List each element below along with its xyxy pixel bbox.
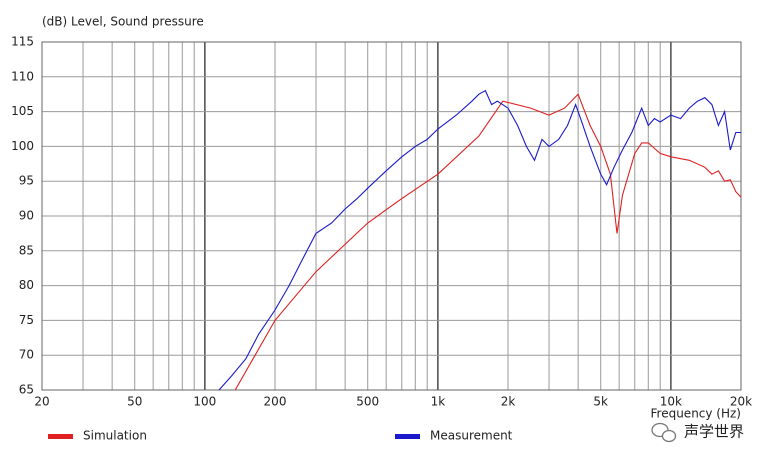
y-tick-label: 100 (11, 139, 34, 153)
y-tick-label: 70 (19, 348, 34, 362)
y-tick-label: 75 (19, 313, 34, 327)
x-tick-label: 20 (34, 395, 49, 409)
x-tick-label: 10k (660, 395, 682, 409)
x-tick-label: 2k (501, 395, 516, 409)
y-tick-label: 105 (11, 104, 34, 118)
y-tick-label: 85 (19, 243, 34, 257)
y-tick-label: 65 (19, 383, 34, 397)
x-tick-label: 20k (730, 395, 752, 409)
legend-label: Measurement (430, 429, 513, 443)
y-tick-label: 115 (11, 35, 34, 49)
data-line (218, 89, 741, 391)
y-tick-label: 80 (19, 278, 34, 292)
data-line (234, 93, 742, 391)
x-tick-label: 1k (431, 395, 446, 409)
watermark-icon (651, 422, 677, 443)
y-tick-label: 110 (11, 69, 34, 83)
x-axis-label: Frequency (Hz) (651, 407, 742, 421)
legend-swatch (395, 434, 420, 439)
plot-frame (41, 41, 742, 391)
y-tick-label: 95 (19, 174, 34, 188)
y-tick-label: 90 (19, 209, 34, 223)
x-tick-label: 50 (127, 395, 142, 409)
x-tick-label: 500 (356, 395, 379, 409)
x-tick-label: 5k (593, 395, 608, 409)
legend-label: Simulation (83, 429, 147, 443)
chart-title: (dB) Level, Sound pressure (42, 15, 204, 29)
watermark: 声学世界 (684, 423, 744, 441)
x-tick-label: 200 (264, 395, 287, 409)
legend-swatch (48, 434, 73, 439)
x-tick-label: 100 (193, 395, 216, 409)
